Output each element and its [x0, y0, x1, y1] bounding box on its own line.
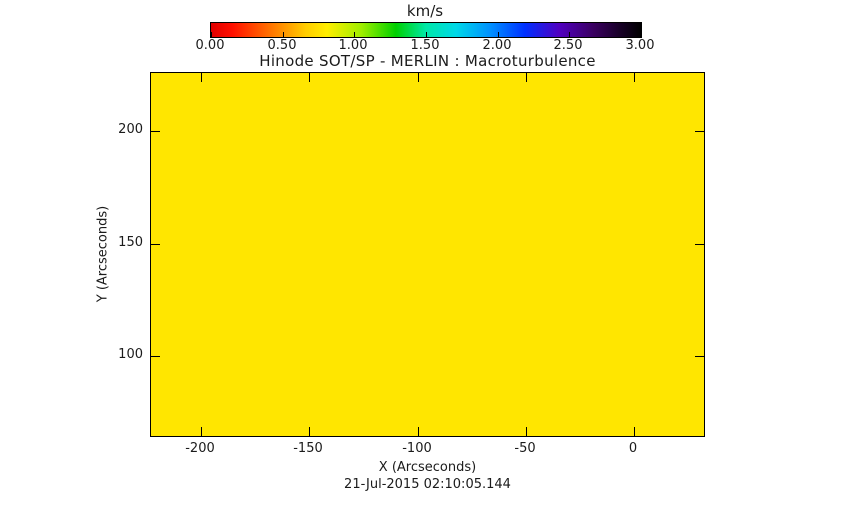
colorbar-tick-label: 2.00: [482, 38, 512, 53]
x-axis-tick-mark: [634, 73, 635, 82]
x-axis-tick-mark: [201, 427, 202, 436]
y-axis-tick-mark: [695, 131, 704, 132]
colorbar-tick-mark: [354, 32, 355, 37]
x-tick-label: -150: [293, 441, 323, 456]
x-tick-label: 0: [628, 441, 638, 456]
colorbar-tick-label: 1.00: [338, 38, 368, 53]
colorbar-tick-label: 0.00: [195, 38, 225, 53]
colorbar-gradient: [210, 22, 642, 38]
y-axis-label: Y (Arcseconds): [95, 205, 111, 303]
colorbar-tick-mark: [211, 32, 212, 37]
x-axis-tick-mark: [309, 73, 310, 82]
x-axis-tick-mark: [526, 427, 527, 436]
y-axis-tick-mark: [151, 131, 160, 132]
colorbar-tick-mark: [640, 32, 641, 37]
y-tick-label: 100: [118, 347, 143, 362]
colorbar-tick-mark: [426, 32, 427, 37]
plot-area: [150, 72, 705, 437]
colorbar-tick-mark: [569, 32, 570, 37]
y-tick-label: 150: [118, 235, 143, 250]
x-axis-tick-mark: [309, 427, 310, 436]
y-axis-tick-mark: [151, 356, 160, 357]
colorbar-tick-label: 2.50: [553, 38, 583, 53]
x-tick-label: -100: [402, 441, 432, 456]
x-axis-tick-mark: [526, 73, 527, 82]
x-axis-tick-mark: [634, 427, 635, 436]
colorbar-tick-label: 1.50: [410, 38, 440, 53]
colorbar-tick-label: 3.00: [625, 38, 655, 53]
y-axis-tick-mark: [151, 244, 160, 245]
x-axis-tick-mark: [418, 427, 419, 436]
x-axis-tick-mark: [418, 73, 419, 82]
x-axis-tick-mark: [201, 73, 202, 82]
colorbar-unit-label: km/s: [406, 2, 444, 20]
x-tick-label: -200: [185, 441, 215, 456]
chart-title: Hinode SOT/SP - MERLIN : Macroturbulence: [259, 52, 596, 70]
y-axis-tick-mark: [695, 356, 704, 357]
observation-timestamp: 21-Jul-2015 02:10:05.144: [344, 477, 511, 492]
colorbar-tick-label: 0.50: [267, 38, 297, 53]
y-axis-tick-mark: [695, 244, 704, 245]
y-tick-label: 200: [118, 122, 143, 137]
x-axis-label: X (Arcseconds): [378, 460, 477, 475]
colorbar-tick-mark: [283, 32, 284, 37]
colorbar-tick-mark: [498, 32, 499, 37]
x-tick-label: -50: [514, 441, 536, 456]
